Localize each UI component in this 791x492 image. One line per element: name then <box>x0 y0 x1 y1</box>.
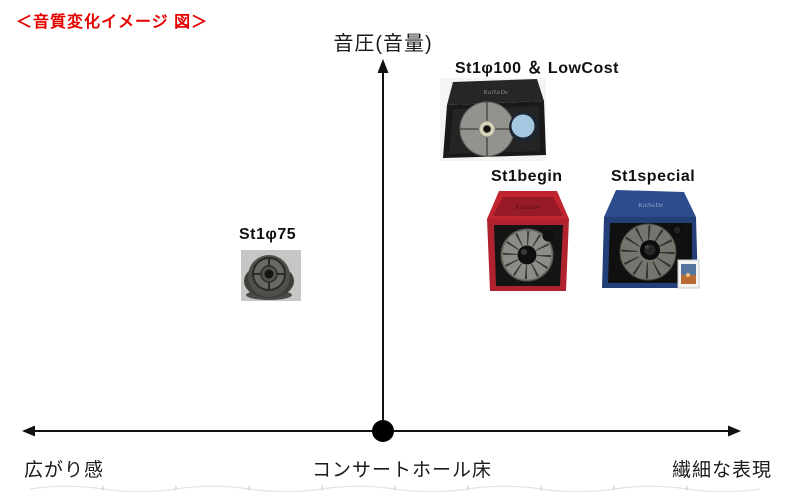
insulator-disc <box>500 228 554 282</box>
black-box-lid <box>447 79 544 105</box>
product-photo-st1-phi100-lowcost: KaNaDe <box>440 78 546 161</box>
blue-box-lid <box>604 190 696 217</box>
label-st1-begin: St1begin <box>491 168 563 185</box>
label-st1-special: St1special <box>611 168 696 185</box>
product-photo-st1-special: KaNaDe <box>602 190 700 289</box>
x-axis-left-label: 広がり感 <box>24 460 105 481</box>
x-axis-center-label: コンサートホール床 <box>311 460 493 481</box>
insulator-closeup <box>244 255 294 300</box>
label-st1-phi75: St1φ75 <box>239 226 297 243</box>
label-st1-phi100-lowcost: St1φ100 ＆ LowCost <box>455 60 619 77</box>
x-axis-right-label: 繊細な表現 <box>672 460 773 481</box>
y-axis-arrow <box>377 59 389 431</box>
small-accessory <box>542 230 554 242</box>
bottom-scallop-line <box>29 485 761 492</box>
kanade-logo-text: KaNaDe <box>482 89 508 96</box>
insulator-disc <box>459 101 515 157</box>
small-accessory <box>670 223 684 237</box>
kanade-logo-text: KaNaDe <box>637 202 663 209</box>
page-title: ＜音質変化イメージ 図＞ <box>16 14 209 31</box>
insulator-disc <box>619 223 677 281</box>
product-photo-st1-phi75 <box>241 250 301 301</box>
red-lid-inner <box>493 197 563 216</box>
y-axis-label: 音圧(音量) <box>333 33 433 55</box>
lowcost-blue-puck <box>509 112 539 142</box>
kanade-logo-text: KaNaDe <box>514 204 540 211</box>
sunset-photo-card <box>677 259 700 289</box>
product-photo-st1-begin: KaNaDe <box>487 191 569 291</box>
origin-dot <box>372 420 394 442</box>
